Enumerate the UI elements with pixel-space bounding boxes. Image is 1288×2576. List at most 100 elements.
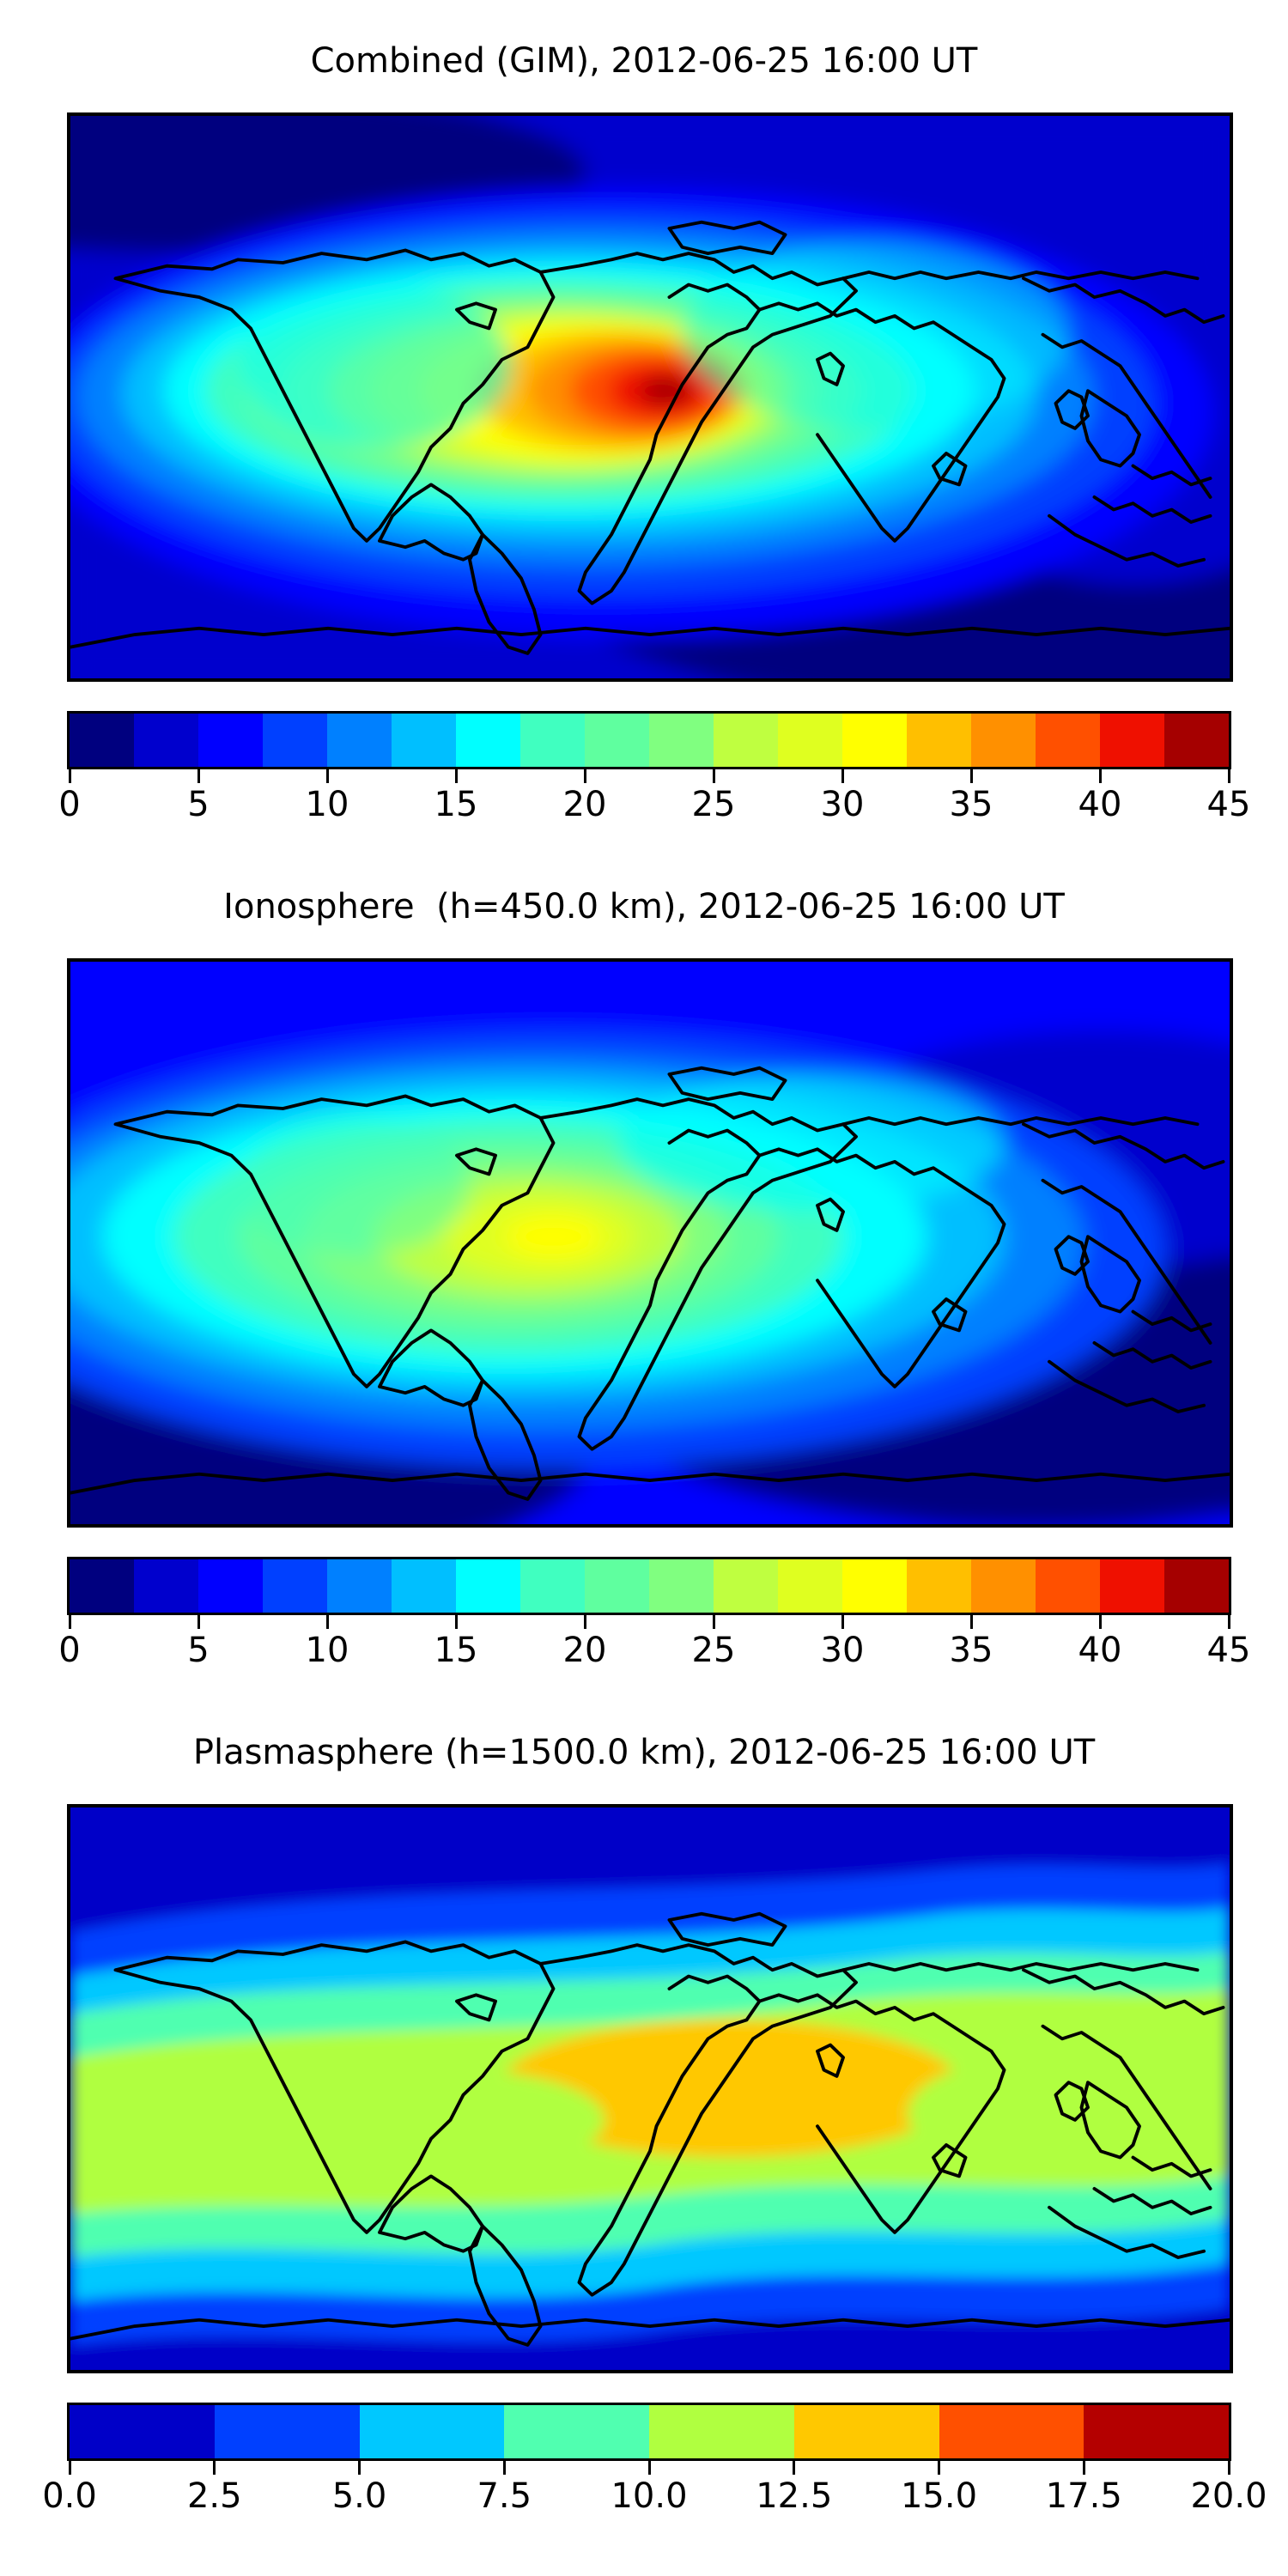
colorbar-tick-2 xyxy=(325,1615,329,1629)
colorbar-ionosphere: 0 5 10 15 20 25 30 35 40 45 xyxy=(58,1557,1250,1677)
colorbar-tick-label-2: 10 xyxy=(305,1631,349,1670)
colorbar-gradient xyxy=(67,1557,1231,1615)
colorbar-tick-label-0: 0 xyxy=(58,1631,81,1670)
colorbar-tick-label-3: 15 xyxy=(434,1631,478,1670)
map-axes-plasmasphere xyxy=(67,1804,1233,2373)
colorbar-tick-2 xyxy=(358,2461,361,2475)
colorbar-tick-label-2: 5.0 xyxy=(331,2476,387,2516)
colorbar-band-10 xyxy=(714,1559,778,1613)
colorbar-tick-0 xyxy=(68,1615,71,1629)
colorbar-band-15 xyxy=(1036,714,1100,767)
colorbar-tick-label-3: 15 xyxy=(434,785,478,824)
coastlines xyxy=(70,1911,1230,2347)
colorbar-band-6 xyxy=(456,714,520,767)
colorbar-tick-label-4: 20 xyxy=(562,1631,607,1670)
colorbar-plasmasphere: 0.0 2.5 5.0 7.5 10.0 12.5 15.0 17.5 20.0 xyxy=(42,2403,1267,2523)
colorbar-band-12 xyxy=(842,714,907,767)
colorbar-tick-5 xyxy=(712,769,715,783)
colorbar-tick-label-4: 20 xyxy=(562,785,607,824)
panel-ionosphere: Ionosphere (h=450.0 km), 2012-06-25 16:0… xyxy=(0,846,1288,1704)
colorbar-band-1 xyxy=(134,714,198,767)
colorbar-ticks xyxy=(67,2461,1231,2476)
colorbar-band-8 xyxy=(585,1559,649,1613)
colorbar-tick-label-7: 35 xyxy=(949,1631,993,1670)
colorbar-tick-3 xyxy=(502,2461,506,2475)
colorbar-band-7 xyxy=(520,1559,585,1613)
colorbar-band-0 xyxy=(70,714,134,767)
colorbar-band-17 xyxy=(1164,1559,1229,1613)
colorbar-tick-labels: 0 5 10 15 20 25 30 35 40 45 xyxy=(58,1631,1250,1677)
colorbar-band-0 xyxy=(70,1559,134,1613)
colorbar-band-1 xyxy=(214,2405,360,2458)
colorbar-tick-label-8: 40 xyxy=(1078,785,1122,824)
colorbar-tick-0 xyxy=(68,769,71,783)
colorbar-tick-2 xyxy=(325,769,329,783)
colorbar-band-10 xyxy=(714,714,778,767)
panel-combined-gim: Combined (GIM), 2012-06-25 16:00 UT xyxy=(0,0,1288,859)
colorbar-tick-label-8: 40 xyxy=(1078,1631,1122,1670)
colorbar-tick-label-6: 15.0 xyxy=(900,2476,978,2516)
colorbar-band-4 xyxy=(649,2405,794,2458)
colorbar-tick-4 xyxy=(647,2461,651,2475)
colorbar-band-16 xyxy=(1100,714,1164,767)
colorbar-tick-label-1: 5 xyxy=(187,1631,210,1670)
colorbar-band-13 xyxy=(907,714,971,767)
colorbar-tick-5 xyxy=(712,1615,715,1629)
colorbar-tick-6 xyxy=(841,769,844,783)
tec-contour-field xyxy=(70,116,1230,678)
colorbar-tick-8 xyxy=(1098,769,1102,783)
colorbar-band-2 xyxy=(198,714,263,767)
colorbar-tick-label-0: 0.0 xyxy=(42,2476,97,2516)
colorbar-tick-label-7: 35 xyxy=(949,785,993,824)
colorbar-gradient xyxy=(67,711,1231,769)
colorbar-ticks xyxy=(67,769,1231,785)
map-field xyxy=(70,962,1230,1524)
colorbar-band-16 xyxy=(1100,1559,1164,1613)
colorbar-band-14 xyxy=(971,1559,1036,1613)
colorbar-tick-3 xyxy=(454,1615,458,1629)
colorbar-band-6 xyxy=(939,2405,1084,2458)
colorbar-tick-6 xyxy=(938,2461,940,2475)
colorbar-tick-8 xyxy=(1098,1615,1102,1629)
colorbar-tick-labels: 0 5 10 15 20 25 30 35 40 45 xyxy=(58,785,1250,831)
colorbar-band-15 xyxy=(1036,1559,1100,1613)
colorbar-combined-gim: 0 5 10 15 20 25 30 35 40 45 xyxy=(58,711,1250,831)
colorbar-band-11 xyxy=(778,714,842,767)
colorbar-band-7 xyxy=(520,714,585,767)
colorbar-band-4 xyxy=(327,1559,392,1613)
colorbar-tick-7 xyxy=(969,1615,973,1629)
colorbar-band-11 xyxy=(778,1559,842,1613)
colorbar-ticks xyxy=(67,1615,1231,1631)
colorbar-tick-4 xyxy=(583,769,586,783)
colorbar-gradient xyxy=(67,2403,1231,2461)
colorbar-tick-label-5: 12.5 xyxy=(756,2476,833,2516)
colorbar-band-17 xyxy=(1164,714,1229,767)
colorbar-tick-label-2: 10 xyxy=(305,785,349,824)
colorbar-tick-label-3: 7.5 xyxy=(477,2476,532,2516)
colorbar-band-12 xyxy=(842,1559,907,1613)
colorbar-tick-7 xyxy=(1082,2461,1085,2475)
colorbar-band-5 xyxy=(392,714,456,767)
colorbar-band-13 xyxy=(907,1559,971,1613)
coastlines xyxy=(70,220,1230,655)
colorbar-band-2 xyxy=(359,2405,505,2458)
colorbar-tick-label-9: 45 xyxy=(1206,1631,1251,1670)
colorbar-tick-8 xyxy=(1227,2461,1230,2475)
colorbar-band-3 xyxy=(263,714,327,767)
tec-contour-field xyxy=(70,962,1230,1524)
colorbar-band-14 xyxy=(971,714,1036,767)
colorbar-tick-label-5: 25 xyxy=(691,785,736,824)
panel-title: Combined (GIM), 2012-06-25 16:00 UT xyxy=(310,41,978,81)
colorbar-tick-label-0: 0 xyxy=(58,785,81,824)
colorbar-band-9 xyxy=(649,714,714,767)
colorbar-band-6 xyxy=(456,1559,520,1613)
colorbar-tick-6 xyxy=(841,1615,844,1629)
colorbar-tick-label-6: 30 xyxy=(820,1631,865,1670)
map-field xyxy=(70,1807,1230,2370)
colorbar-band-5 xyxy=(793,2405,939,2458)
colorbar-tick-1 xyxy=(197,769,200,783)
colorbar-tick-label-4: 10.0 xyxy=(611,2476,688,2516)
map-axes-combined-gim xyxy=(67,112,1233,682)
colorbar-band-3 xyxy=(504,2405,649,2458)
colorbar-tick-5 xyxy=(793,2461,796,2475)
